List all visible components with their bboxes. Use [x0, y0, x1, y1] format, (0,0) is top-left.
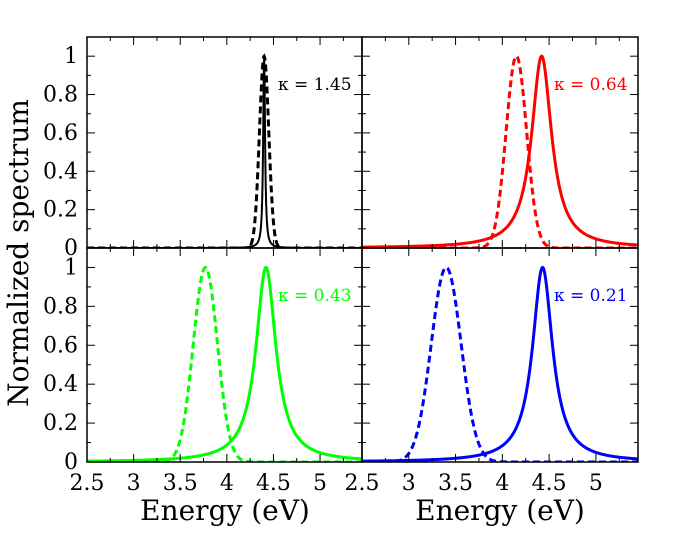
bottom-right-x-tick-label: 3: [402, 471, 416, 496]
bottom-left-x-tick-label: 5: [313, 471, 327, 496]
bottom-right-kappa-label: κ = 0.21: [554, 286, 628, 306]
top-left-kappa-label: κ = 1.45: [278, 75, 352, 95]
top-right-kappa-label: κ = 0.64: [554, 75, 628, 95]
bottom-right-x-tick-label: 3.5: [438, 471, 473, 496]
top-right-frame: [361, 36, 639, 249]
bottom-left-x-tick-label: 2.5: [70, 471, 105, 496]
bottom-right-dashed-curve: [362, 265, 638, 462]
bottom-left-y-tick-label: 0.2: [43, 411, 78, 436]
bottom-left-x-tick-label: 4: [220, 471, 234, 496]
bottom-right-x-tick-label: 2.5: [345, 471, 380, 496]
bottom-right-solid-curve: [362, 265, 638, 462]
bottom-left-y-tick-label: 1: [64, 255, 78, 280]
bottom-left-x-tick-label: 4.5: [256, 471, 291, 496]
top-left-frame: [86, 36, 363, 249]
bottom-right-x-tick-label: 4.5: [532, 471, 567, 496]
top-left-y-tick-label: 0.4: [43, 159, 78, 184]
bottom-left-frame: [86, 247, 363, 463]
top-left-y-tick-label: 0.6: [43, 121, 78, 146]
bottom-right-x-tick-label: 4: [495, 471, 509, 496]
bottom-left-dashed-curve: [87, 265, 362, 462]
bottom-left-y-tick-label: 0.8: [43, 294, 78, 319]
bottom-left-x-tick-label: 3.5: [163, 471, 198, 496]
top-left-y-tick-label: 0.8: [43, 83, 78, 108]
bottom-left-y-tick-label: 0.4: [43, 372, 78, 397]
y-axis-title: Normalized spectrum: [2, 99, 35, 407]
bottom-left-x-tick-label: 3: [127, 471, 141, 496]
top-right-solid-curve: [362, 54, 638, 248]
bottom-left-solid-curve: [87, 265, 362, 462]
x-axis-title-left: Energy (eV): [140, 494, 310, 527]
x-axis-title-right: Energy (eV): [415, 494, 585, 527]
bottom-right-frame: [361, 247, 639, 463]
bottom-left-kappa-label: κ = 0.43: [278, 286, 352, 306]
bottom-left-y-tick-label: 0.6: [43, 333, 78, 358]
bottom-left-y-tick-label: 0: [64, 450, 78, 475]
bottom-right-x-tick-label: 5: [589, 471, 603, 496]
top-left-y-tick-label: 0: [64, 236, 78, 261]
top-right-dashed-curve: [362, 54, 638, 248]
top-left-y-tick-label: 0.2: [43, 198, 78, 223]
top-left-y-tick-label: 1: [64, 44, 78, 69]
